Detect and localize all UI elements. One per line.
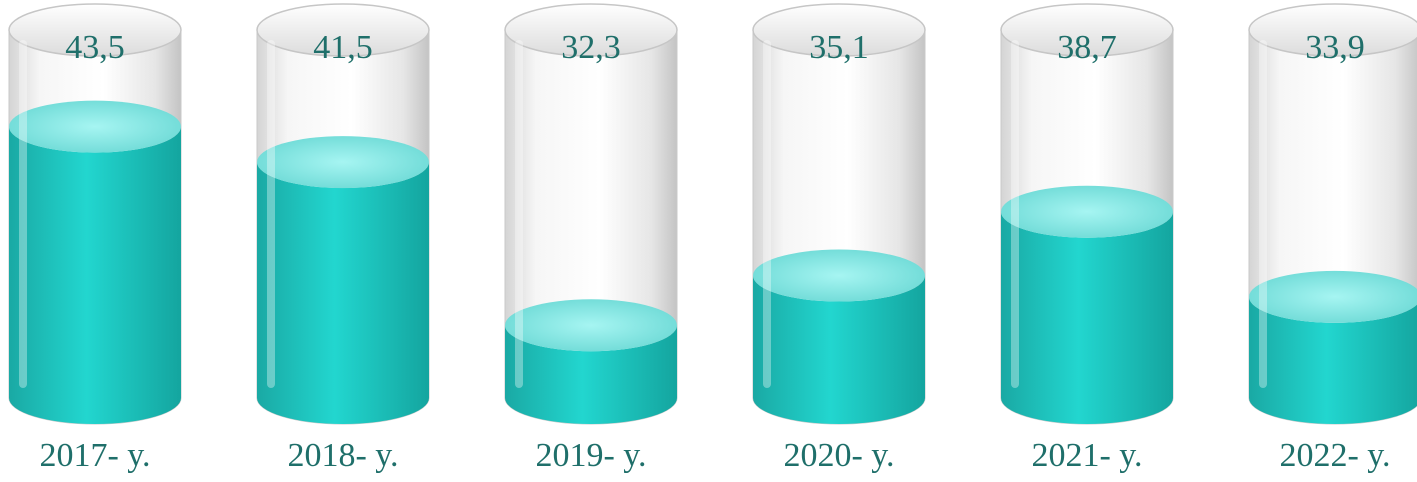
glass-highlight [267, 40, 275, 388]
category-label: 2022- y. [1279, 437, 1390, 474]
glass-rim [752, 3, 926, 57]
cylinder-bar [1000, 3, 1174, 425]
liquid-surface [257, 136, 429, 189]
value-label: 32,3 [561, 29, 621, 66]
liquid-fill [505, 325, 677, 424]
liquid-surface [753, 249, 925, 302]
category-label: 2018- y. [287, 437, 398, 474]
cylinder-bar [8, 3, 182, 425]
value-label: 41,5 [313, 29, 373, 66]
glass-highlight [19, 40, 27, 388]
liquid-fill [1001, 211, 1173, 424]
liquid-fill [753, 275, 925, 424]
liquid-surface [1001, 185, 1173, 238]
value-label: 33,9 [1305, 29, 1365, 66]
cylinder-bar [752, 3, 926, 425]
category-label: 2019- y. [535, 437, 646, 474]
category-label: 2020- y. [783, 437, 894, 474]
glass-highlight [1259, 40, 1267, 388]
glass-highlight [763, 40, 771, 388]
glass-rim [1000, 3, 1174, 57]
cylinder-bar [504, 3, 678, 425]
liquid-fill [1249, 296, 1417, 424]
glass-rim [8, 3, 182, 57]
liquid-fill [9, 126, 181, 424]
glass-rim [1248, 3, 1417, 57]
glass-highlight [1011, 40, 1019, 388]
glass-rim [504, 3, 678, 57]
value-label: 43,5 [65, 29, 125, 66]
liquid-surface [1249, 270, 1417, 323]
liquid-fill [257, 162, 429, 424]
liquid-surface [9, 100, 181, 153]
value-label: 35,1 [809, 29, 869, 66]
category-label: 2017- y. [39, 437, 150, 474]
category-label: 2021- y. [1031, 437, 1142, 474]
cylinder-bar [1248, 3, 1417, 425]
glass-highlight [515, 40, 523, 388]
cylinder-bar [256, 3, 430, 425]
liquid-surface [505, 299, 677, 352]
value-label: 38,7 [1057, 29, 1117, 66]
glass-rim [256, 3, 430, 57]
